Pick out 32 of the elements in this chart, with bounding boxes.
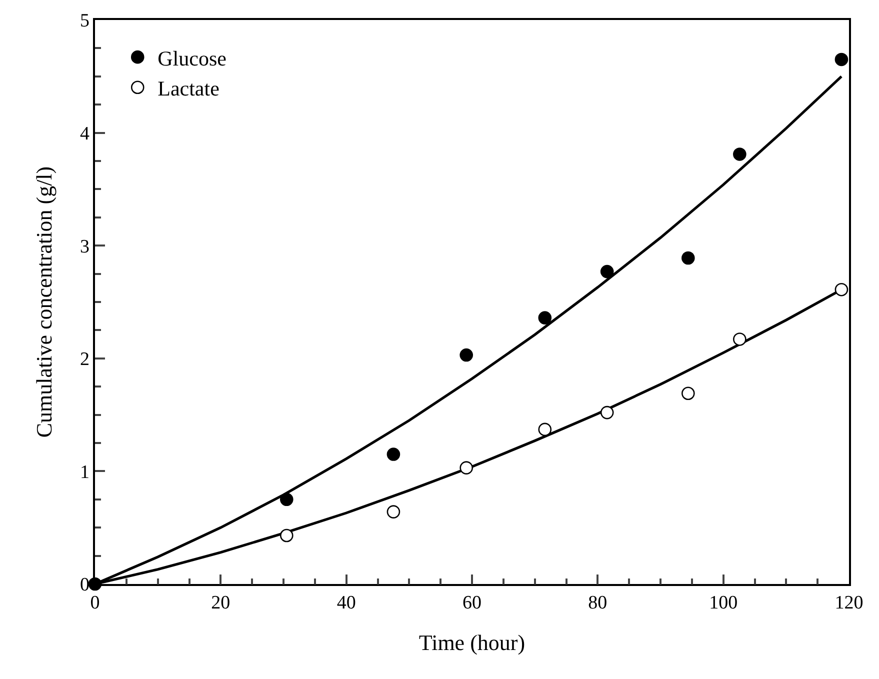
x-tick-label: 40: [336, 592, 356, 614]
point: [280, 528, 294, 542]
y-tick-label: 1: [80, 462, 90, 483]
y-tick-label: 5: [80, 10, 90, 32]
point: [733, 148, 746, 161]
point: [386, 505, 400, 518]
point: [834, 52, 848, 66]
y-tick-label: 4: [80, 123, 90, 144]
point: [682, 251, 695, 265]
y-tick-label: 0: [80, 574, 90, 596]
point: [460, 348, 473, 362]
point: [538, 311, 552, 324]
point: [600, 264, 614, 278]
y-tick-label: 2: [80, 349, 90, 370]
x-tick-label: 60: [462, 592, 482, 614]
x-tick-label: 80: [588, 592, 608, 614]
x-axis-title: Time (hour): [418, 630, 526, 655]
y-axis-title: Cumulative concentration (g/l): [31, 166, 56, 438]
point: [280, 492, 294, 506]
point: [682, 386, 695, 400]
x-tick-label: 100: [709, 592, 738, 614]
point: [834, 282, 848, 296]
point: [386, 448, 400, 461]
y-tick-label: 3: [80, 236, 90, 258]
x-tick-label: 120: [834, 592, 864, 614]
legend-label: Glucose: [158, 46, 226, 70]
x-tick-label: 20: [211, 592, 230, 614]
point: [733, 332, 746, 346]
point: [460, 461, 473, 474]
point: [538, 422, 552, 436]
point: [600, 406, 614, 420]
legend-label: Lactate: [158, 76, 220, 101]
